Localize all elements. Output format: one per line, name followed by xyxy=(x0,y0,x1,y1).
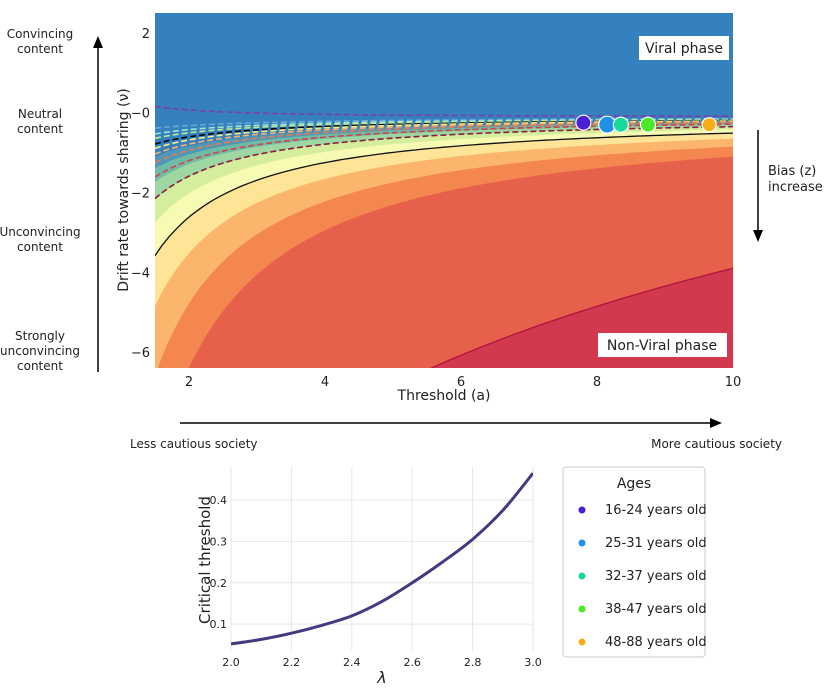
line-y-tick-label: 0.4 xyxy=(210,494,228,507)
content-arrow xyxy=(93,36,103,372)
solid-contour-line xyxy=(155,132,733,256)
age-point xyxy=(612,116,629,133)
neutral-label-line1: Neutral xyxy=(18,107,62,121)
age-point xyxy=(575,114,592,131)
legend-marker xyxy=(578,539,586,547)
line-y-ticks: 0.1 0.2 0.3 0.4 xyxy=(210,494,228,631)
bias-label-line2: increase xyxy=(768,180,823,195)
legend-title: Ages xyxy=(617,476,651,492)
x-tick-label: 6 xyxy=(457,375,465,390)
legend-marker xyxy=(578,605,586,613)
x-tick-label: 4 xyxy=(321,375,329,390)
legend-marker xyxy=(578,572,586,580)
y-tick-label: −4 xyxy=(131,266,150,281)
non-viral-phase-label: Non-Viral phase xyxy=(598,333,727,357)
x-tick-label: 10 xyxy=(725,375,742,390)
viral-phase-text: Viral phase xyxy=(645,41,723,57)
line-x-tick-label: 3.0 xyxy=(524,656,542,669)
x-tick-label: 2 xyxy=(185,375,193,390)
y-tick-label: 2 xyxy=(142,27,150,42)
y-axis-label: Drift rate towards sharing (ν) xyxy=(116,88,132,292)
line-y-axis-label: Critical threshold xyxy=(196,496,214,624)
legend-entries: 16-24 years old 25-31 years old 32-37 year… xyxy=(578,503,707,650)
line-x-tick-label: 2.2 xyxy=(283,656,301,669)
dashed-contour-line xyxy=(155,120,733,155)
legend-label: 48-88 years old xyxy=(605,635,707,650)
non-viral-phase-text: Non-Viral phase xyxy=(607,338,717,354)
line-plot-background xyxy=(231,467,533,651)
dashed-contour-line xyxy=(155,121,733,164)
viral-phase-box xyxy=(639,36,729,60)
legend-label: 32-37 years old xyxy=(605,569,707,584)
legend-label: 38-47 years old xyxy=(605,602,707,617)
y-tick-label: −6 xyxy=(131,346,150,361)
y-tick-label: −0 xyxy=(131,107,150,122)
line-x-tick-label: 2.6 xyxy=(403,656,421,669)
line-series xyxy=(231,472,533,646)
line-y-tick-label: 0.2 xyxy=(210,577,228,590)
age-points xyxy=(575,114,717,134)
viral-phase-label: Viral phase xyxy=(639,36,729,60)
strongly-label-line1: Strongly xyxy=(15,329,65,343)
critical-threshold-line xyxy=(231,472,533,646)
line-x-tick-label: 2.0 xyxy=(222,656,240,669)
age-point xyxy=(701,117,717,133)
critical-threshold-chart: 2.0 2.2 2.4 2.6 2.8 3.0 0.1 0.2 0.3 0.4 λ Critic… xyxy=(196,467,542,687)
non-viral-phase-box xyxy=(598,333,727,357)
x-ticks: 2 4 6 8 10 xyxy=(185,375,741,390)
line-y-tick-label: 0.1 xyxy=(210,618,228,631)
y-tick-label: −2 xyxy=(131,186,150,201)
dashed-contour-line xyxy=(155,119,733,145)
strongly-label-line2: unconvincing xyxy=(0,344,80,358)
dashed-contour-line xyxy=(155,123,733,178)
convincing-label-line1: Convincing xyxy=(7,27,74,41)
x-tick-label: 8 xyxy=(593,375,601,390)
dashed-contour-line xyxy=(155,120,733,150)
less-cautious-label: Less cautious society xyxy=(130,437,258,451)
legend-marker xyxy=(578,638,586,646)
dashed-contour-line xyxy=(155,105,733,118)
unconvincing-label-line1: Unconvincing xyxy=(0,225,81,239)
line-x-axis-label: λ xyxy=(376,668,386,687)
ages-legend: Ages 16-24 years old 25-31 years old 32-37… xyxy=(562,466,707,658)
phase-diagram: Viral phase Non-Viral phase 2 4 6 8 10 2 −0 −2… xyxy=(0,13,823,451)
line-grid xyxy=(230,467,534,651)
neutral-label-line2: content xyxy=(17,122,63,136)
bias-arrow xyxy=(753,130,763,242)
unconvincing-label-line2: content xyxy=(17,240,63,254)
legend-marker xyxy=(578,506,586,514)
convincing-label-line2: content xyxy=(17,42,63,56)
line-x-tick-label: 2.4 xyxy=(343,656,361,669)
society-arrow xyxy=(180,418,722,428)
line-y-tick-label: 0.3 xyxy=(210,535,228,548)
more-cautious-label: More cautious society xyxy=(651,437,782,451)
x-axis-label: Threshold (a) xyxy=(397,388,491,404)
dashed-contour-line xyxy=(155,125,733,200)
bias-label-line1: Bias (z) xyxy=(768,164,816,179)
strongly-label-line3: content xyxy=(17,359,63,373)
y-ticks: 2 −0 −2 −4 −6 xyxy=(131,27,150,361)
legend-box xyxy=(562,466,706,658)
legend-label: 25-31 years old xyxy=(605,536,707,551)
dashed-contours xyxy=(155,105,733,200)
solid-contour-line xyxy=(430,267,733,368)
legend-label: 16-24 years old xyxy=(605,503,707,518)
line-x-tick-label: 2.8 xyxy=(464,656,482,669)
age-point xyxy=(639,116,657,133)
content-labels: Convincing content Neutral content Uncon… xyxy=(0,27,81,373)
line-x-ticks: 2.0 2.2 2.4 2.6 2.8 3.0 xyxy=(222,656,542,669)
solid-contours xyxy=(155,132,733,368)
